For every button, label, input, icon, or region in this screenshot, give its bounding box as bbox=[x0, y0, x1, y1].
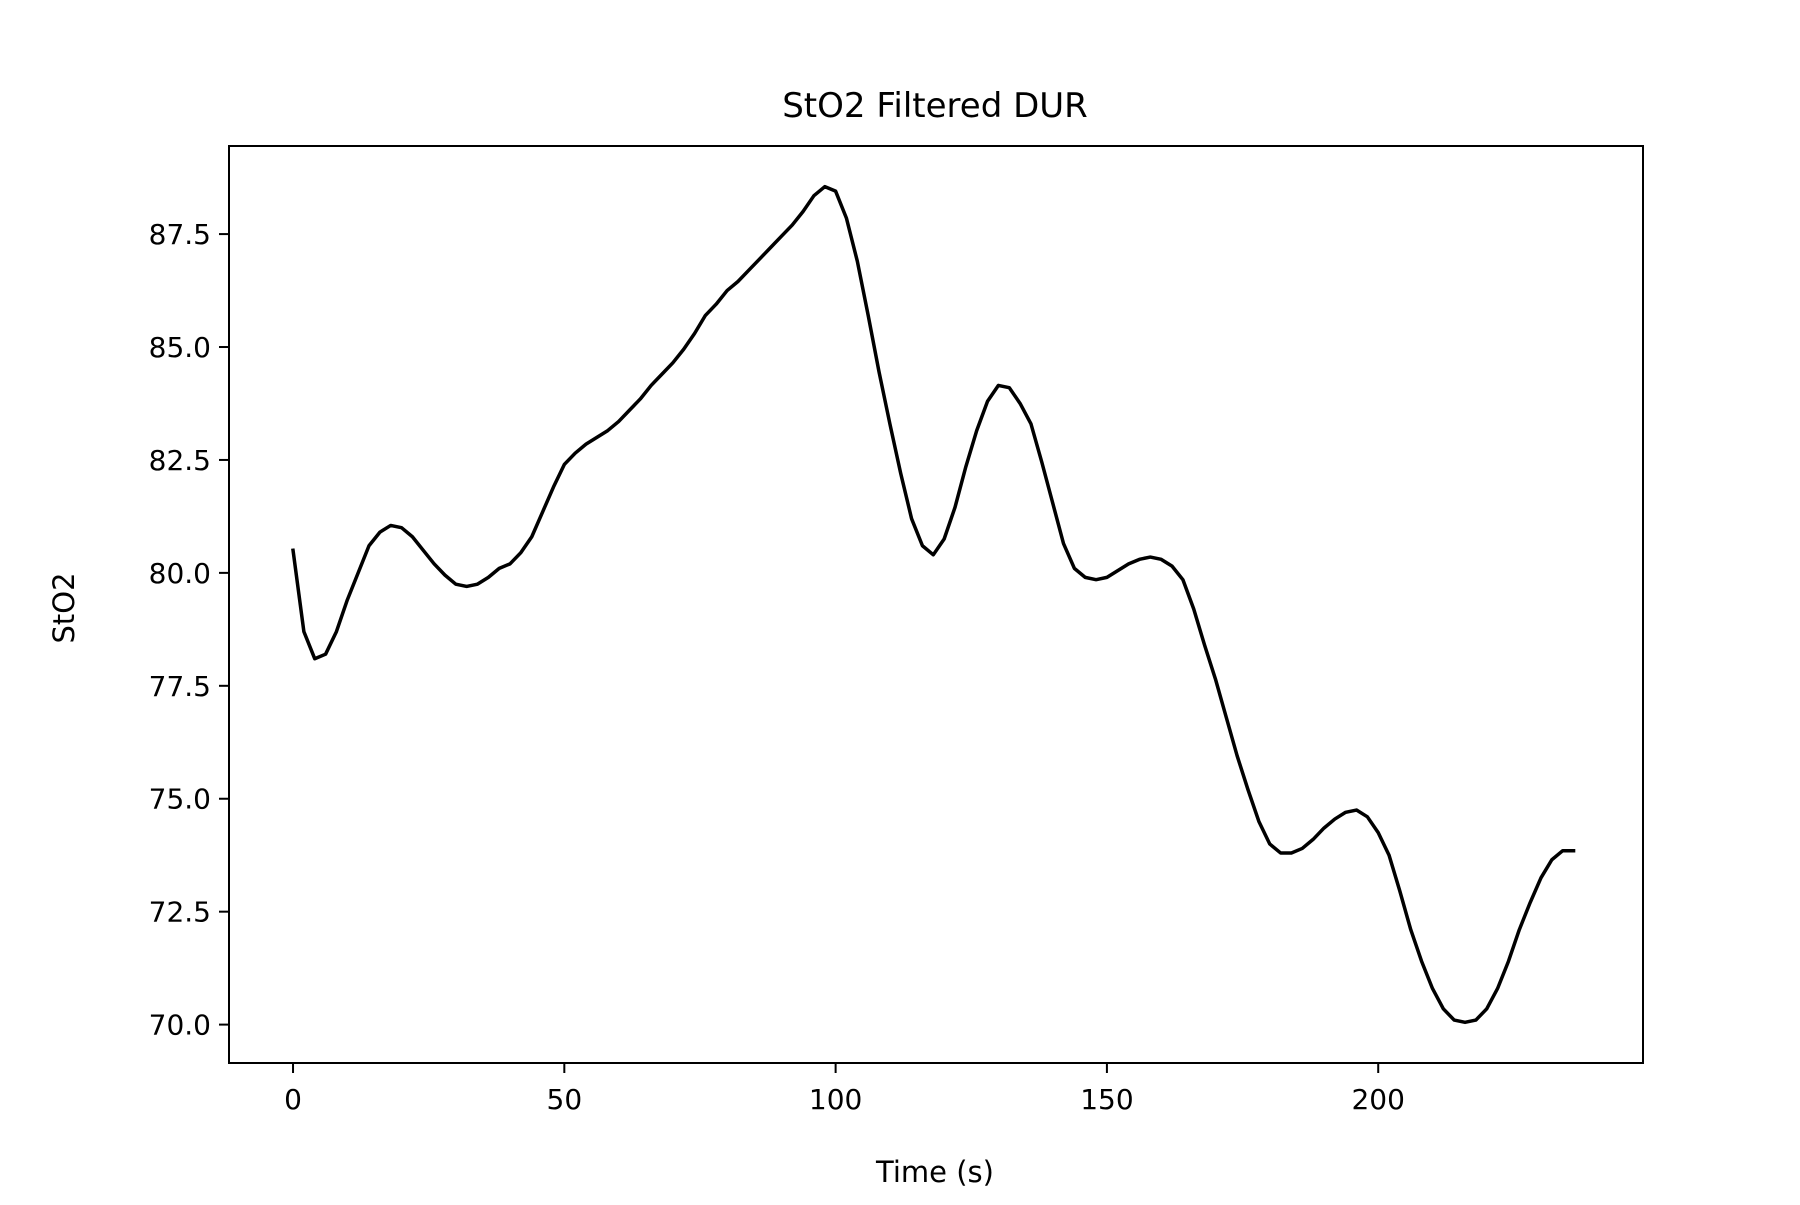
plot-area: 0 50 100 150 200 70.0 72.5 75.0 77.5 80.0 82.5 85.0… bbox=[149, 145, 1644, 1116]
plot-frame bbox=[228, 145, 1644, 1064]
x-tick-label: 100 bbox=[809, 1083, 862, 1116]
chart-title: StO2 Filtered DUR bbox=[782, 86, 1088, 126]
x-tick-label: 150 bbox=[1080, 1083, 1133, 1116]
y-tick-label: 75.0 bbox=[149, 783, 211, 816]
y-tick-label: 87.5 bbox=[149, 218, 211, 251]
x-tick-label: 0 bbox=[284, 1083, 302, 1116]
y-tick-label: 80.0 bbox=[149, 557, 211, 590]
x-axis-label: Time (s) bbox=[875, 1155, 994, 1189]
y-tick-label: 85.0 bbox=[149, 331, 211, 364]
y-tick-label: 70.0 bbox=[149, 1009, 211, 1042]
x-tick-label: 200 bbox=[1351, 1083, 1404, 1116]
y-tick-label: 82.5 bbox=[149, 444, 211, 477]
x-tick-label: 50 bbox=[547, 1083, 583, 1116]
y-tick-label: 72.5 bbox=[149, 896, 211, 929]
y-tick-label: 77.5 bbox=[149, 670, 211, 703]
series-line-0 bbox=[291, 184, 1576, 1025]
y-axis-label: StO2 bbox=[47, 572, 81, 643]
